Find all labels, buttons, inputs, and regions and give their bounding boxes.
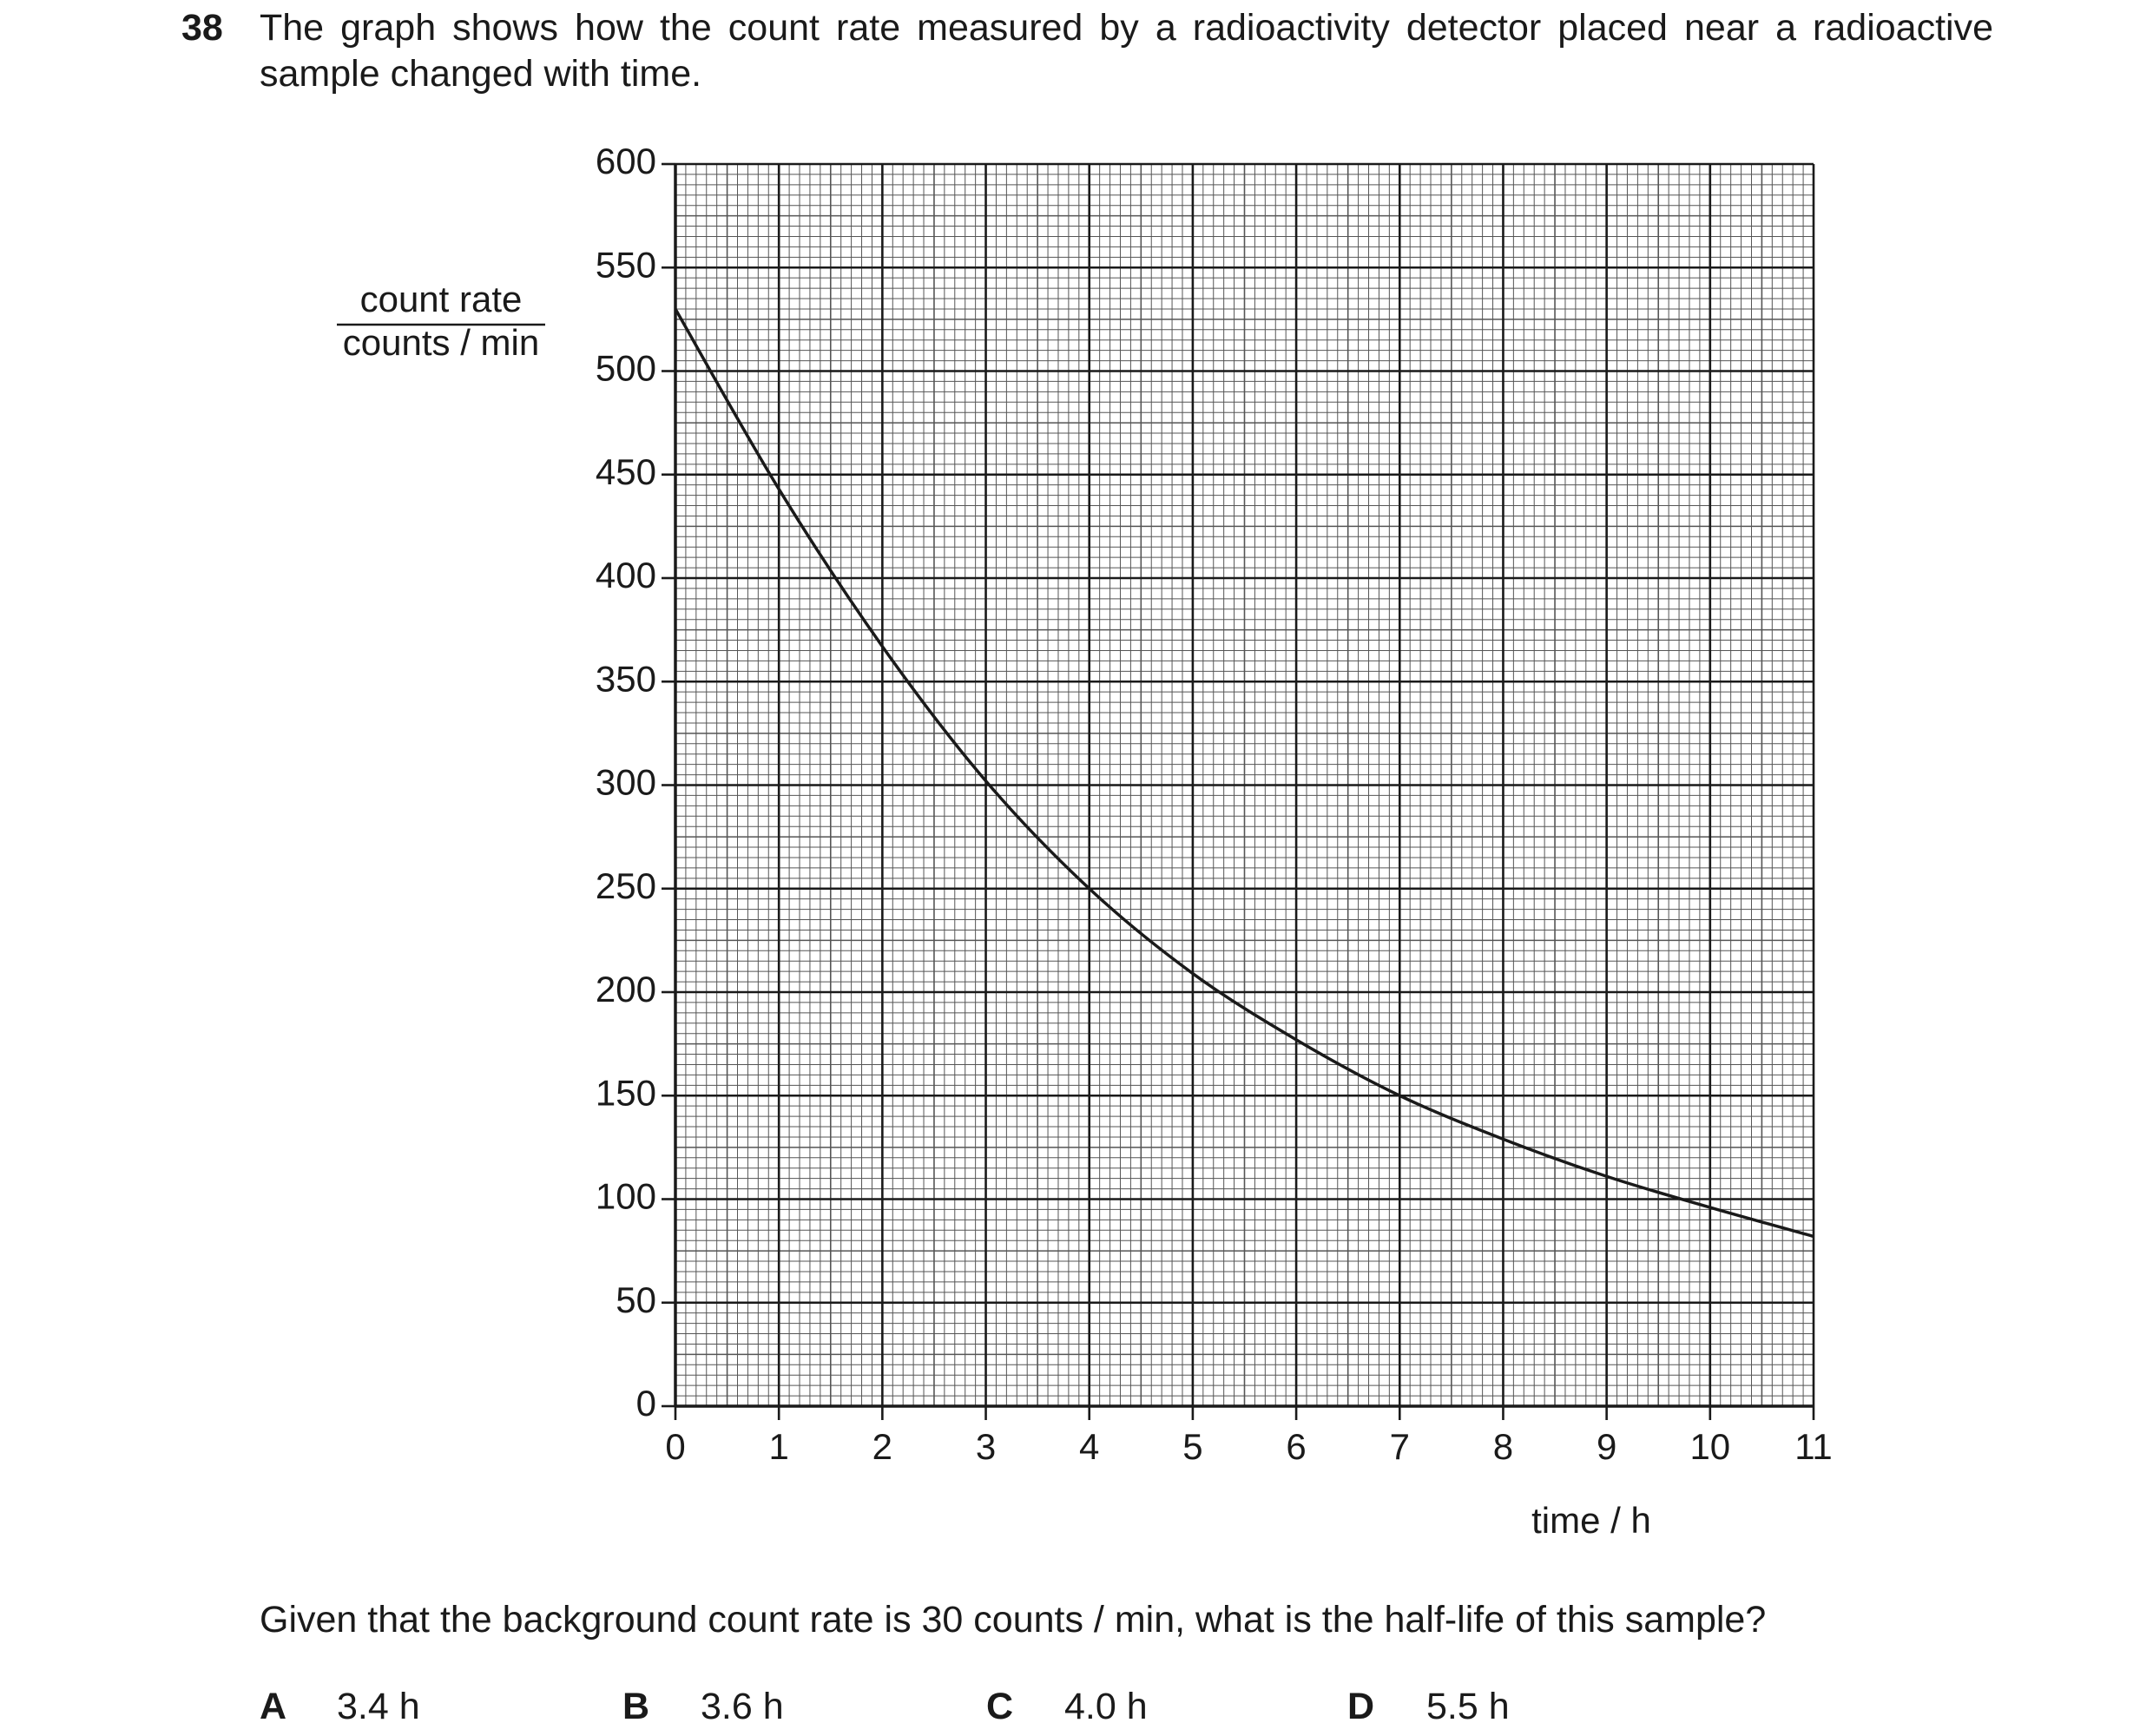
question-number: 38 xyxy=(181,7,223,49)
x-tick-label: 2 xyxy=(872,1426,892,1467)
y-tick-label: 350 xyxy=(596,658,656,699)
x-tick-label: 8 xyxy=(1493,1426,1513,1467)
y-tick-label: 100 xyxy=(596,1176,656,1217)
letter: B xyxy=(622,1686,650,1727)
option-letter: D xyxy=(1347,1684,1374,1730)
x-axis-label: time / h xyxy=(1531,1500,1651,1541)
x-tick-label: 4 xyxy=(1079,1426,1099,1467)
y-tick-label: 450 xyxy=(596,451,656,492)
y-tick-label: 500 xyxy=(596,348,656,389)
y-tick-label: 300 xyxy=(596,762,656,803)
y-tick-label: 250 xyxy=(596,865,656,906)
y-tick-label: 50 xyxy=(616,1279,656,1320)
y-tick-label: 200 xyxy=(596,969,656,1009)
letter: D xyxy=(1347,1686,1375,1727)
followup-question: Given that the background count rate is … xyxy=(260,1599,1767,1641)
x-tick-label: 11 xyxy=(1794,1426,1833,1467)
y-tick-label: 600 xyxy=(596,141,656,181)
y-axis-label: count rate xyxy=(360,279,523,319)
x-tick-label: 0 xyxy=(665,1426,685,1467)
curve xyxy=(674,308,1814,1239)
chart: count rate counts / min time / h 0501001… xyxy=(337,141,1833,1541)
x-tick-label: 9 xyxy=(1597,1426,1616,1467)
letter: A xyxy=(260,1686,287,1727)
option-text: 4.0 h xyxy=(1064,1686,1148,1727)
letter: C xyxy=(986,1686,1014,1727)
x-tick-label: 6 xyxy=(1286,1426,1306,1467)
y-tick-label: 150 xyxy=(596,1072,656,1113)
x-tick-label: 10 xyxy=(1689,1426,1730,1467)
option-text: 3.4 h xyxy=(337,1686,420,1727)
question-text: The graph shows how the count rate measu… xyxy=(260,7,1993,95)
x-tick-label: 1 xyxy=(769,1426,789,1467)
option-letter: A xyxy=(260,1684,286,1730)
x-tick-label: 7 xyxy=(1390,1426,1410,1467)
option-letter: C xyxy=(986,1684,1013,1730)
x-tick-label: 5 xyxy=(1182,1426,1202,1467)
option-text: 5.5 h xyxy=(1426,1686,1510,1727)
y-axis-unit: counts / min xyxy=(343,322,539,363)
y-tick-label: 0 xyxy=(636,1383,656,1424)
x-tick-label: 3 xyxy=(976,1426,996,1467)
y-tick-label: 550 xyxy=(596,244,656,285)
y-tick-label: 400 xyxy=(596,555,656,595)
option-letter: B xyxy=(622,1684,649,1730)
option-text: 3.6 h xyxy=(701,1686,784,1727)
